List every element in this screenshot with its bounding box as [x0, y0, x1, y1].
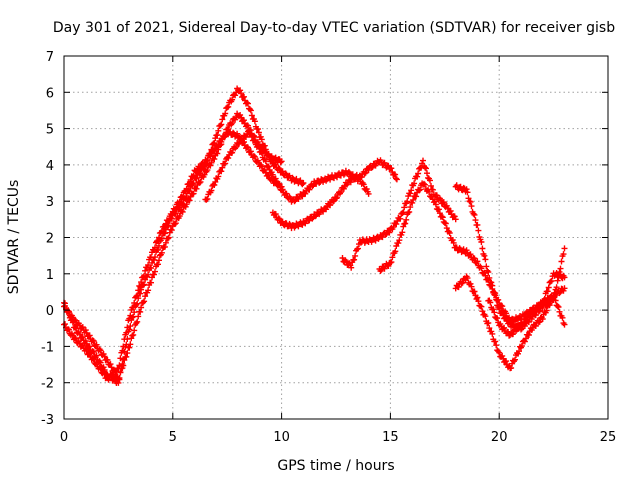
axis-ticks	[63, 55, 609, 420]
grid	[64, 56, 608, 419]
series-sat-track-5	[269, 171, 372, 232]
series-sat-track-10	[485, 270, 568, 339]
x-axis-label: GPS time / hours	[277, 458, 394, 474]
y-axis-label: SDTVAR / TECUs	[6, 180, 22, 295]
series-sat-track-6	[339, 157, 459, 271]
series-sat-track-9	[452, 273, 568, 372]
y-tick-label: 2	[46, 232, 54, 247]
x-tick-labels: 0 5 10 15 20 25	[60, 430, 616, 445]
marker-path	[61, 85, 307, 386]
x-tick-label: 20	[491, 430, 508, 445]
chart-title: Day 301 of 2021, Sidereal Day-to-day VTE…	[53, 20, 615, 36]
x-tick-label: 5	[169, 430, 177, 445]
y-tick-label: -2	[41, 377, 54, 392]
y-tick-label: 4	[46, 159, 54, 174]
x-tick-label: 15	[382, 430, 399, 445]
y-tick-label: 1	[46, 268, 54, 283]
y-tick-label: -1	[41, 340, 54, 355]
y-tick-label: 6	[46, 86, 54, 101]
marker-path	[269, 171, 372, 232]
data-points	[61, 85, 568, 386]
x-tick-label: 25	[600, 430, 617, 445]
x-tick-label: 10	[273, 430, 290, 445]
y-tick-label: 7	[46, 50, 54, 65]
y-tick-label: 0	[46, 304, 54, 319]
y-tick-label: 3	[46, 195, 54, 210]
marker-path	[485, 270, 568, 339]
marker-path	[339, 157, 459, 271]
marker-path	[452, 273, 568, 372]
y-tick-label: -3	[41, 413, 54, 428]
y-tick-labels: -3 -2 -1 0 1 2 3 4 5 6 7	[41, 50, 54, 428]
y-tick-label: 5	[46, 123, 54, 138]
series-sat-track-1	[61, 85, 307, 386]
x-tick-label: 0	[60, 430, 68, 445]
